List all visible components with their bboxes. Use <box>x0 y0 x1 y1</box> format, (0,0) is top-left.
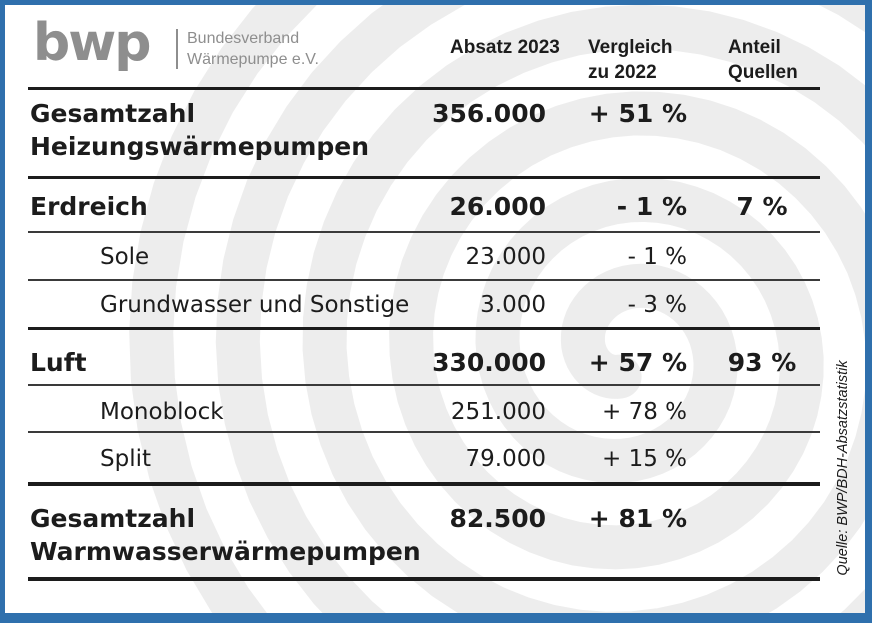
vergleich-value: + 15 % <box>601 446 687 472</box>
divider <box>28 279 820 281</box>
row-label: Sole <box>100 244 150 270</box>
column-header-vergleich: Vergleich zu 2022 <box>588 37 673 83</box>
divider <box>28 384 820 386</box>
column-header-absatz: Absatz 2023 <box>450 37 560 58</box>
logo-org-name: Bundesverband Wärmepumpe e.V. <box>187 28 319 70</box>
divider-header <box>28 87 820 90</box>
divider <box>28 231 820 233</box>
vergleich-value: + 51 % <box>588 99 687 128</box>
divider <box>28 176 820 179</box>
row-label: Luft <box>30 348 87 377</box>
vergleich-value: + 57 % <box>588 348 687 377</box>
absatz-value: 26.000 <box>449 192 546 221</box>
divider <box>28 327 820 330</box>
absatz-value: 356.000 <box>432 99 546 128</box>
vergleich-value: - 1 % <box>616 192 687 221</box>
absatz-value: 79.000 <box>465 446 546 472</box>
bwp-logo: bwp <box>33 13 151 73</box>
logo-org-line1: Bundesverband <box>187 30 300 47</box>
absatz-value: 82.500 <box>449 504 546 533</box>
logo-divider <box>176 29 178 69</box>
absatz-value: 23.000 <box>465 244 546 270</box>
row-label: Grundwasser und Sonstige <box>100 292 410 318</box>
logo-org-line2: Wärmepumpe e.V. <box>187 51 319 68</box>
vergleich-value: - 1 % <box>627 244 687 270</box>
row-label: Split <box>100 446 151 472</box>
divider <box>28 431 820 433</box>
divider <box>28 482 820 486</box>
absatz-value: 251.000 <box>450 399 546 425</box>
anteil-value: 93 % <box>727 348 797 377</box>
vergleich-value: + 81 % <box>588 504 687 533</box>
source-note: Quelle: BWP/BDH-Absatzstatistik <box>835 360 851 576</box>
absatz-value: 3.000 <box>480 292 546 318</box>
row-label: Erdreich <box>30 192 148 221</box>
anteil-value: 7 % <box>736 192 788 221</box>
row-label: Gesamtzahl Heizungswärmepumpen <box>30 99 370 161</box>
column-header-anteil: Anteil Quellen <box>728 37 798 83</box>
row-label: Monoblock <box>100 399 224 425</box>
vergleich-value: - 3 % <box>627 292 687 318</box>
row-label: Gesamtzahl Warmwasserwärmepumpen <box>30 504 421 566</box>
divider-bottom <box>28 577 820 581</box>
vergleich-value: + 78 % <box>601 399 687 425</box>
absatz-value: 330.000 <box>432 348 546 377</box>
